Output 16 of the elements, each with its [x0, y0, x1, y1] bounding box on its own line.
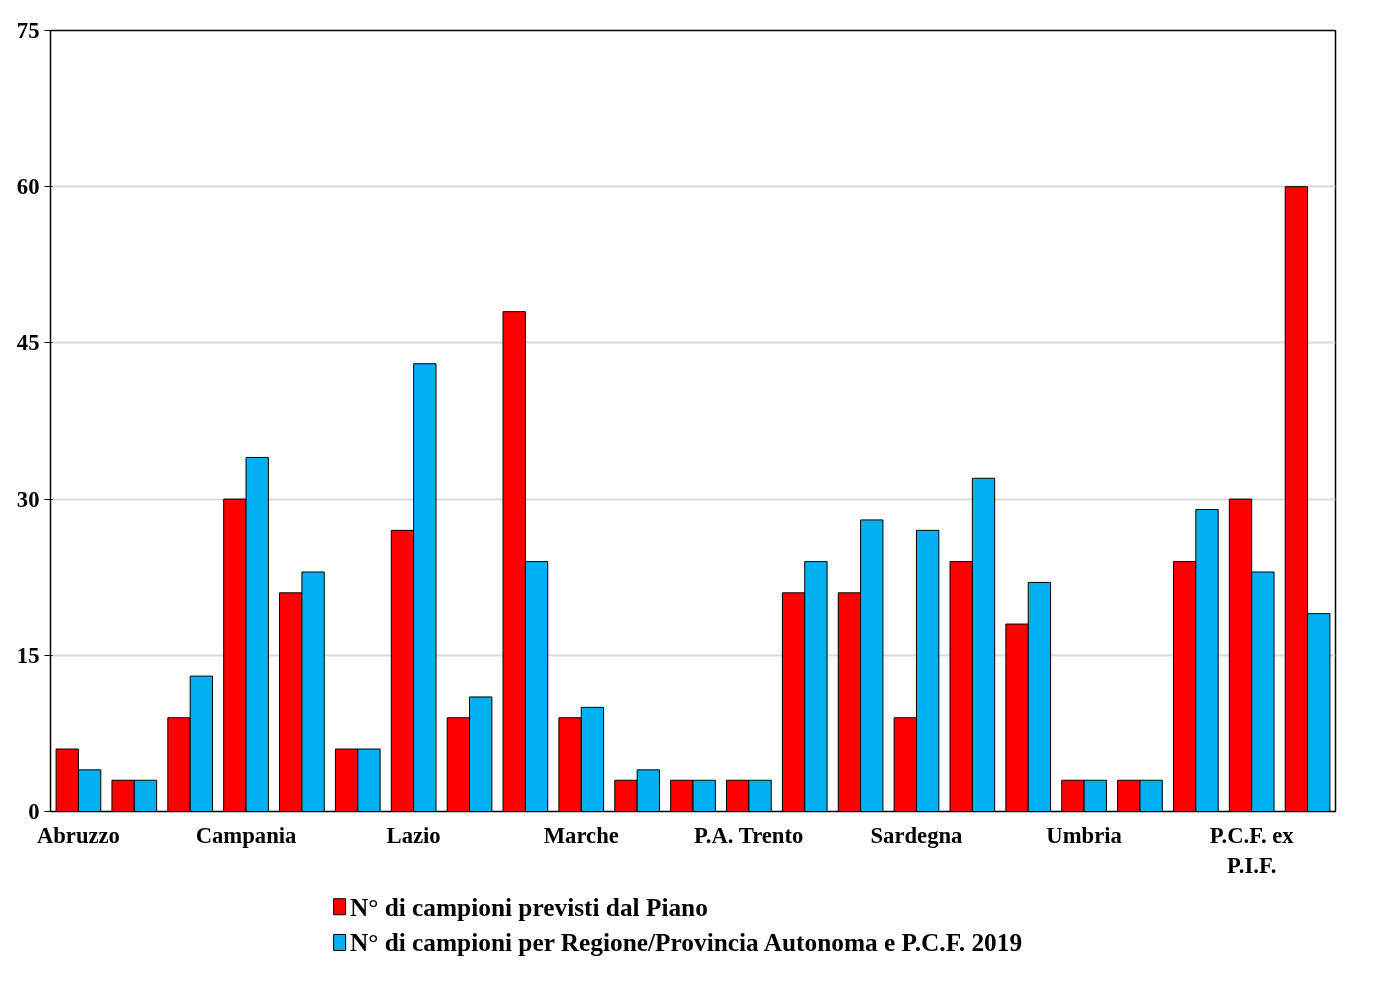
legend-label: N° di campioni previsti dal Piano — [349, 892, 708, 921]
x-tick-label: P.C.F. ex P.I.F. — [1209, 822, 1295, 878]
x-tick-label: P.A. Trento — [694, 822, 804, 848]
x-tick-label: Abruzzo — [36, 822, 120, 848]
x-tick-label: Lazio — [386, 822, 441, 848]
y-tick-label: 45 — [16, 330, 40, 356]
y-tick-label: 0 — [28, 799, 40, 824]
x-tick-label: Marche — [543, 822, 619, 848]
y-tick-label: 15 — [16, 642, 40, 668]
y-tick-label: 30 — [16, 486, 40, 512]
y-tick-label: 60 — [16, 174, 40, 200]
legend-label: N° di campioni per Regione/Provincia Autonoma e P.C.F. 2019 — [349, 928, 1023, 957]
x-tick-label: Campania — [195, 822, 297, 848]
y-tick-label: 75 — [16, 18, 40, 43]
x-tick-label: Sardegna — [870, 822, 963, 848]
x-tick-label: Umbria — [1046, 822, 1122, 848]
